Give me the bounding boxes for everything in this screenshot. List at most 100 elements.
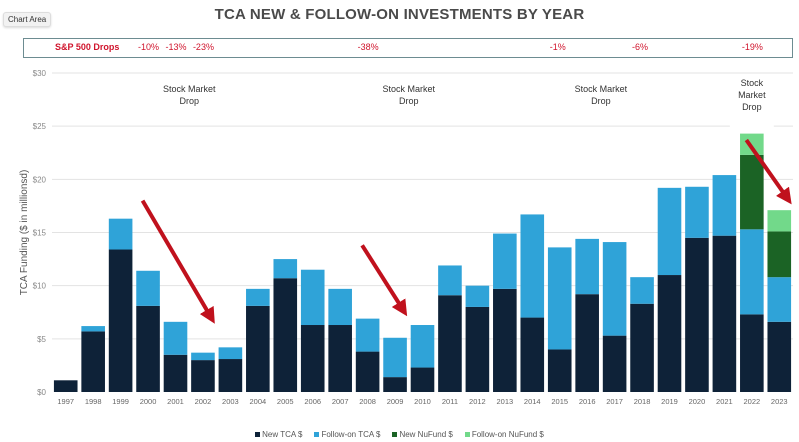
x-tick-label: 2001 [167,397,184,406]
x-tick-label: 2013 [496,397,513,406]
bar-new-nufund-2023 [767,231,792,278]
sp500-drop-2022: -19% [741,42,763,52]
x-tick-label: 2002 [195,397,212,406]
x-tick-label: 1999 [112,397,129,406]
sp500-drop-2008: -38% [357,42,379,52]
bar-follow-on-tca-2013 [493,233,517,289]
sp500-drop-2018: -6% [632,42,649,52]
bar-new-tca-2012 [465,306,490,392]
stock-market-drop-annotation: Drop [591,96,611,106]
y-tick-label: $25 [33,122,47,131]
bar-new-tca-2018 [630,303,654,392]
bar-new-tca-1999 [108,249,133,392]
x-tick-label: 2003 [222,397,239,406]
bar-follow-on-tca-2000 [136,270,160,306]
bar-new-tca-2021 [712,235,737,392]
y-tick-label: $10 [33,282,47,291]
x-tick-label: 2006 [304,397,321,406]
bar-follow-on-tca-2004 [246,288,270,306]
legend-swatch [392,432,398,438]
bar-follow-on-tca-1999 [108,218,133,250]
bar-follow-on-tca-2001 [163,321,188,355]
legend-item: Follow-on NuFund $ [464,430,544,439]
chart-legend: New TCA $ Follow-on TCA $ New NuFund $ Foll… [0,430,799,439]
bar-follow-on-tca-2021 [712,175,737,236]
x-tick-label: 1998 [85,397,102,406]
y-tick-label: $5 [37,335,46,344]
legend-swatch [464,432,470,438]
sp500-drop-2001: -13% [165,42,187,52]
legend-label: New NuFund $ [399,430,453,439]
bar-new-tca-2014 [520,317,545,392]
sp500-drop-2015: -1% [549,42,566,52]
stock-market-drop-annotation: Drop [399,96,419,106]
x-tick-label: 2020 [689,397,706,406]
bar-follow-on-nufund-2022 [740,133,764,155]
bar-new-tca-2009 [383,377,407,392]
bar-follow-on-tca-2017 [602,242,627,336]
bar-follow-on-tca-2012 [465,285,490,307]
legend-swatch [314,432,320,438]
x-tick-label: 2012 [469,397,486,406]
bar-follow-on-tca-2019 [657,187,682,276]
x-tick-label: 2005 [277,397,294,406]
y-axis-label: TCA Funding ($ in millionsd) [19,170,30,296]
bar-new-tca-2000 [136,305,160,392]
bar-new-tca-2006 [300,325,325,392]
bar-follow-on-tca-2016 [575,238,599,295]
trend-arrow [744,138,792,205]
sp500-drops-title: S&P 500 Drops [55,42,120,52]
bar-follow-on-tca-2023 [767,277,792,322]
legend-label: Follow-on TCA $ [321,430,381,439]
bar-new-tca-2002 [191,360,215,392]
bar-follow-on-tca-2009 [383,337,407,378]
stock-market-drop-annotation: Stock [741,78,764,88]
bar-follow-on-tca-2022 [740,229,764,315]
x-tick-label: 1997 [57,397,74,406]
bar-follow-on-tca-2005 [273,259,298,279]
bar-new-tca-2010 [410,367,435,392]
x-tick-label: 2011 [442,397,458,406]
bar-new-tca-2019 [657,275,682,392]
chart-title: TCA NEW & FOLLOW-ON INVESTMENTS BY YEAR [214,6,585,23]
bar-new-tca-2020 [685,237,709,392]
bar-new-tca-2003 [218,359,243,392]
stock-market-drop-annotation: Drop [742,102,762,112]
x-tick-label: 2019 [661,397,678,406]
bar-new-tca-1998 [81,331,105,392]
x-tick-label: 2009 [387,397,404,406]
bar-follow-on-tca-2003 [218,347,243,360]
bar-new-tca-2007 [328,325,352,392]
bar-new-tca-2015 [547,349,572,392]
legend-item: New NuFund $ [392,430,453,439]
bar-new-tca-2013 [493,288,517,392]
y-tick-label: $20 [33,175,47,184]
bar-follow-on-tca-1998 [81,326,105,332]
x-tick-label: 2018 [634,397,651,406]
bar-new-tca-2004 [246,305,270,392]
stock-market-drop-annotation: Stock Market [163,84,216,94]
x-tick-label: 2010 [414,397,431,406]
stock-market-drop-annotation: Stock Market [383,84,436,94]
stock-market-drop-annotation: Stock Market [575,84,628,94]
trend-arrow [360,244,408,317]
bar-new-tca-2023 [767,321,792,392]
bar-follow-on-tca-2020 [685,186,709,238]
stock-market-drop-annotation: Market [738,90,766,100]
legend-swatch [255,432,261,438]
stock-market-drop-annotation: Drop [179,96,199,106]
bar-follow-on-tca-2011 [438,265,462,296]
bar-new-nufund-2022 [740,154,764,230]
bar-new-tca-2008 [355,351,380,392]
bar-new-tca-1997 [53,380,78,392]
legend-item: Follow-on TCA $ [314,430,380,439]
sp500-drop-2000: -10% [138,42,160,52]
annotation-background [370,82,447,125]
legend-label: New TCA $ [262,430,303,439]
x-tick-label: 2000 [140,397,157,406]
bar-new-tca-2001 [163,354,188,392]
trend-arrow [140,199,215,324]
legend-item: New TCA $ [255,430,302,439]
x-tick-label: 2008 [359,397,376,406]
bar-follow-on-nufund-2023 [767,210,792,232]
